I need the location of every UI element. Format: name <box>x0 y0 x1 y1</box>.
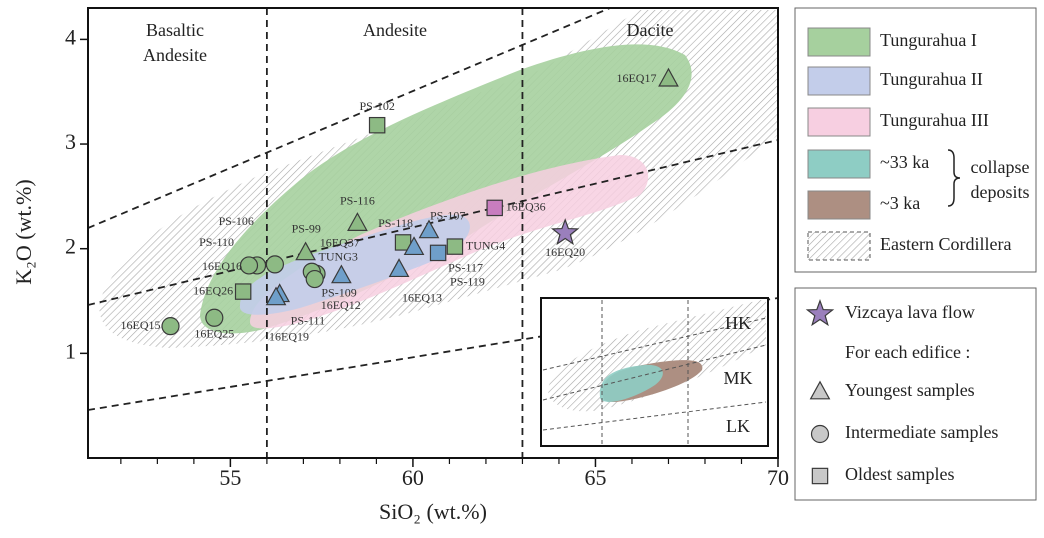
point <box>658 67 679 87</box>
point-label: 16EQ37 <box>320 235 360 249</box>
legend-label: Oldest samples <box>845 464 955 484</box>
inset-label: HK <box>725 313 751 333</box>
point <box>446 238 464 255</box>
boundary-line <box>88 139 778 306</box>
point-label: PS-117 <box>448 261 483 275</box>
point <box>161 317 180 336</box>
point <box>347 212 368 231</box>
point-label: PS-109 <box>321 286 356 300</box>
point <box>403 236 425 256</box>
point-label: PS-119 <box>450 274 485 288</box>
legend-label: Tungurahua II <box>880 69 983 89</box>
legend-note: deposits <box>970 182 1029 202</box>
point <box>295 241 316 261</box>
point-label: PS-99 <box>292 222 321 236</box>
field-label: Basaltic <box>146 20 204 40</box>
legend-marker <box>810 424 830 444</box>
legend-label: Tungurahua III <box>880 110 989 130</box>
inset <box>540 297 769 447</box>
point <box>239 256 259 275</box>
point-label: TUNG3 <box>319 250 358 264</box>
legend-label: Tungurahua I <box>880 30 977 50</box>
legend-brace <box>947 149 961 207</box>
legend-swatch <box>807 149 871 179</box>
legend-marker <box>805 299 835 327</box>
legend-label: ~33 ka <box>880 152 929 172</box>
point-label: 16EQ17 <box>616 71 656 85</box>
field-label: Dacite <box>627 20 674 40</box>
y-tick-label: 3 <box>65 129 76 154</box>
axis-frame <box>87 7 779 459</box>
point-label: 16EQ15 <box>121 318 161 332</box>
point-label: PS-107 <box>430 209 465 223</box>
y-tick-label: 4 <box>65 24 76 49</box>
point-label: 16EQ25 <box>194 327 234 341</box>
legend-swatch <box>807 27 871 57</box>
x-tick-label: 70 <box>767 465 789 490</box>
point <box>486 199 503 217</box>
point-label: 16EQ12 <box>321 298 361 312</box>
point-label: 16EQ36 <box>506 200 546 214</box>
point-label: PS-106 <box>219 214 254 228</box>
point <box>265 255 285 274</box>
point <box>305 269 324 289</box>
x-axis-label: SiO₂ (wt.%) <box>379 499 487 524</box>
y-tick-label: 2 <box>65 234 76 259</box>
legend-swatch <box>807 231 871 261</box>
legend-label: Intermediate samples <box>845 422 998 442</box>
legend-swatch <box>807 190 871 220</box>
inset-label: MK <box>723 368 752 388</box>
y-axis-label: K₂O (wt.%) <box>11 179 36 284</box>
legend-marker <box>809 380 831 400</box>
inset-label: LK <box>726 416 750 436</box>
field-label: Andesite <box>143 45 207 65</box>
point-label: TUNG4 <box>466 238 505 252</box>
point-label: PS-111 <box>291 313 325 327</box>
point <box>388 258 410 278</box>
point <box>205 308 224 327</box>
legend-title: For each edifice : <box>845 342 970 362</box>
point-label: 16EQ16 <box>202 259 242 273</box>
legend-label: Eastern Cordillera <box>880 234 1011 254</box>
point-label: PS-102 <box>359 99 394 113</box>
point <box>331 264 352 284</box>
point-label: 16EQ20 <box>545 245 585 259</box>
legend-swatch <box>807 107 871 137</box>
point-label: 16EQ26 <box>193 283 233 297</box>
field-label: Andesite <box>363 20 427 40</box>
point-label: PS-118 <box>378 216 413 230</box>
point-label: PS-110 <box>199 235 234 249</box>
point <box>418 219 440 239</box>
x-tick-label: 60 <box>402 465 424 490</box>
legend-label: Youngest samples <box>845 380 975 400</box>
point <box>234 283 252 300</box>
legend-box <box>794 287 1037 501</box>
point <box>265 286 287 306</box>
x-tick-label: 55 <box>219 465 241 490</box>
y-tick-label: 1 <box>65 338 76 363</box>
legend-swatch <box>807 66 871 96</box>
legend-note: collapse <box>971 157 1030 177</box>
point <box>429 244 447 262</box>
point-label: PS-116 <box>340 193 375 207</box>
point-label: 16EQ19 <box>269 330 309 344</box>
legend-marker <box>811 467 829 485</box>
legend-label: Vizcaya lava flow <box>845 302 975 322</box>
legend-label: ~3 ka <box>880 193 920 213</box>
point <box>550 218 580 246</box>
x-tick-label: 65 <box>584 465 606 490</box>
point <box>368 116 386 134</box>
inset-lines <box>542 300 767 444</box>
point-label: 16EQ13 <box>402 290 442 304</box>
